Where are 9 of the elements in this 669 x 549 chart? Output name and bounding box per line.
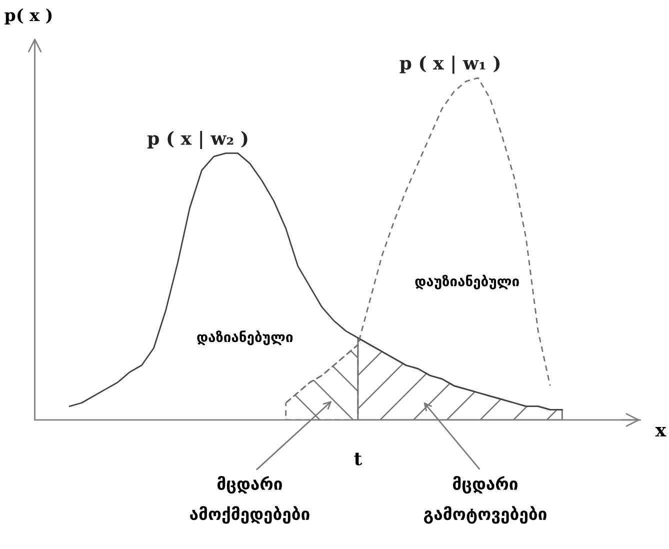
series-label: p ( x | w₁ ) [400,56,500,74]
x-axis-title: x [655,427,666,436]
series-label: p ( x | w₂ ) [147,130,248,149]
annotation: დაზიანებული [197,330,293,346]
text: t [354,452,362,466]
annotation: დაუზიანებული [415,274,519,290]
text: მცდარი გამოტოვებები [424,476,546,524]
text: მცდარი ამოქმედებები [190,476,310,524]
y-axis-title: p( x ) [4,8,52,25]
